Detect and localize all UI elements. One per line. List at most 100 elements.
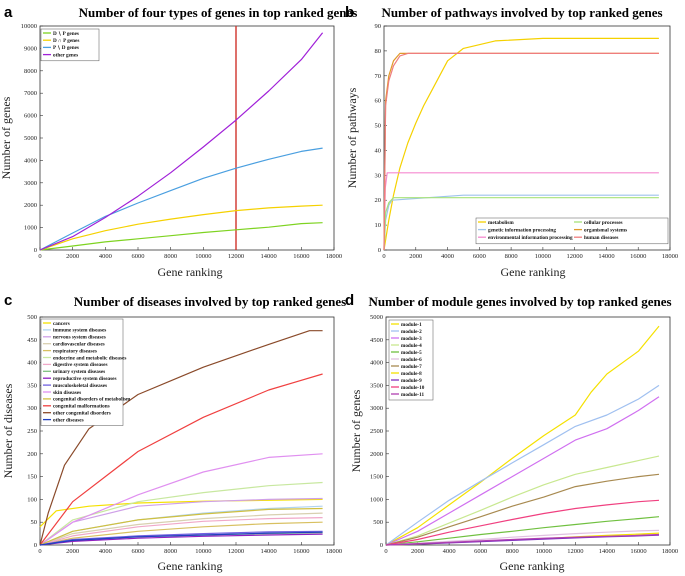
x-tick-label: 10000 (536, 548, 552, 555)
x-axis-label: Gene ranking (158, 265, 223, 279)
series-line-cancers (39, 498, 323, 528)
x-tick-label: 2000 (409, 253, 422, 260)
chart-title: Number of module genes involved by top r… (368, 294, 671, 309)
y-tick-label: 60 (375, 98, 382, 105)
x-axis-label: Gene ranking (501, 265, 566, 279)
series-line-endocrine-and-metabolic-diseases (39, 481, 323, 546)
x-axis-label: Gene ranking (500, 559, 565, 573)
x-tick-label: 4000 (99, 253, 112, 260)
y-axis-label: Number of genes (349, 389, 363, 472)
y-tick-label: 10000 (21, 23, 37, 30)
y-tick-label: 50 (375, 123, 382, 130)
y-axis-label: Number of genes (0, 96, 13, 179)
x-tick-label: 2000 (411, 548, 424, 555)
x-tick-label: 12000 (567, 253, 583, 260)
x-tick-label: 0 (384, 548, 387, 555)
legend-label: cancers (53, 321, 70, 327)
x-tick-label: 10000 (195, 253, 211, 260)
legend-label: P ∖ D genes (53, 44, 79, 51)
y-tick-label: 4500 (370, 337, 383, 344)
panel-label: d (345, 292, 354, 309)
x-tick-label: 16000 (293, 548, 309, 555)
series-line-reproductive-system-diseases (39, 533, 323, 546)
series-line-module-3 (385, 396, 660, 546)
y-tick-label: 4000 (24, 157, 37, 164)
x-tick-label: 8000 (164, 253, 177, 260)
series-line-module-10 (385, 499, 660, 546)
y-tick-label: 0 (34, 247, 37, 254)
panel-d: d Number of module genes involved by top … (345, 292, 678, 573)
legend-label: module-11 (401, 392, 424, 398)
x-tick-label: 16000 (630, 253, 646, 260)
y-tick-label: 5000 (24, 135, 37, 142)
series-line-other-congenital-disorders (39, 330, 323, 546)
x-tick-label: 6000 (473, 253, 486, 260)
legend-label: metabolism (488, 220, 514, 226)
legend-label: reproductive system diseases (53, 376, 117, 382)
y-tick-label: 100 (27, 496, 37, 503)
y-tick-label: 30 (375, 172, 382, 179)
series-line-digestive-system-diseases (39, 517, 323, 546)
y-tick-label: 300 (27, 405, 37, 412)
y-axis-label: Number of diseases (1, 383, 15, 478)
x-tick-label: 4000 (443, 548, 456, 555)
plot-frame (383, 25, 671, 251)
legend-label: urinary system diseases (53, 369, 105, 375)
panel-c: c Number of diseases involved by top rank… (1, 292, 346, 573)
legend-box (40, 318, 124, 426)
series-line-metabolism (383, 37, 659, 251)
x-tick-label: 4000 (99, 548, 112, 555)
x-tick-label: 14000 (599, 548, 615, 555)
legend-label: respiratory diseases (53, 348, 97, 354)
x-tick-label: 6000 (132, 548, 145, 555)
legend-label: D ∖ P genes (53, 30, 79, 37)
legend-label: module-5 (401, 350, 422, 356)
legend-label: digestive system diseases (53, 362, 107, 368)
y-tick-label: 0 (34, 542, 37, 549)
chart-title: Number of diseases involved by top ranke… (74, 294, 346, 309)
series-line-module-7 (385, 473, 660, 546)
legend-label: module-6 (401, 357, 422, 363)
series-line-human-diseases (383, 52, 659, 251)
series-line-d-p-genes (39, 204, 323, 251)
y-tick-label: 7000 (24, 90, 37, 97)
y-tick-label: 70 (375, 73, 382, 80)
legend-label: cardiovascular diseases (53, 342, 105, 348)
legend-label: module-8 (401, 371, 422, 377)
x-tick-label: 12000 (228, 253, 244, 260)
x-tick-label: 14000 (598, 253, 614, 260)
series-line-module-6 (385, 529, 660, 546)
y-tick-label: 1000 (370, 496, 383, 503)
series-line-respiratory-diseases (39, 521, 323, 546)
legend-label: musculoskeletal diseases (53, 383, 107, 389)
x-tick-label: 10000 (535, 253, 551, 260)
legend-label: other congenital disorders (53, 411, 111, 417)
series-line-module-1 (385, 325, 660, 546)
y-tick-label: 450 (27, 337, 37, 344)
series-line-congenital-malformations (39, 373, 323, 546)
legend-label: human diseases (584, 235, 618, 241)
x-tick-label: 0 (38, 548, 41, 555)
y-tick-label: 350 (27, 382, 37, 389)
y-tick-label: 5000 (370, 314, 383, 321)
legend-label: module-7 (401, 364, 422, 370)
series-line-congenital-disorders-of-metabolism (39, 507, 323, 546)
y-tick-label: 1000 (24, 225, 37, 232)
x-tick-label: 18000 (326, 548, 342, 555)
x-tick-label: 8000 (506, 548, 519, 555)
series-line-module-5 (385, 516, 660, 546)
panel-b: b Number of pathways involved by top rank… (345, 4, 678, 279)
panel-a: a Number of four types of genes in top ra… (0, 4, 357, 279)
panel-label: c (4, 292, 12, 309)
y-tick-label: 3000 (370, 405, 383, 412)
x-tick-label: 18000 (662, 253, 678, 260)
panel-label: a (4, 4, 13, 21)
legend-label: module-2 (401, 329, 422, 335)
y-tick-label: 8000 (24, 68, 37, 75)
x-tick-label: 0 (382, 253, 385, 260)
x-tick-label: 6000 (474, 548, 487, 555)
series-line-cellular-processes (383, 197, 659, 251)
